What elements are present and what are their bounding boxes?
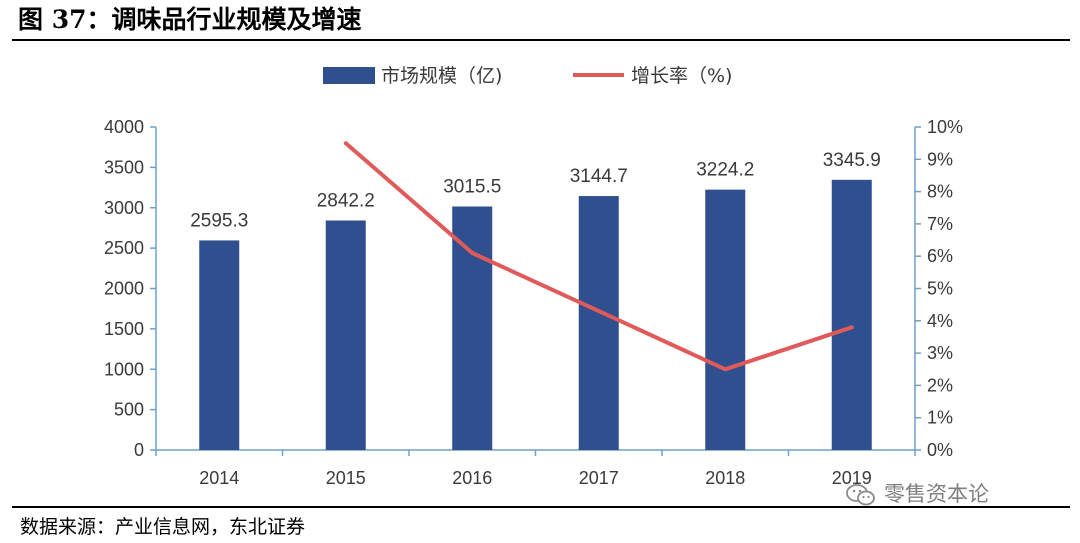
right-tick-label: 0%	[927, 440, 953, 460]
right-tick-label: 9%	[927, 149, 953, 169]
bar-value-label: 3015.5	[443, 176, 501, 197]
left-tick-label: 2000	[104, 279, 144, 299]
watermark: 零售资本论	[846, 478, 989, 508]
left-tick-label: 0	[134, 440, 144, 460]
left-tick-label: 4000	[104, 117, 144, 137]
right-tick-label: 5%	[927, 279, 953, 299]
bar-value-label: 2595.3	[190, 210, 248, 231]
right-tick-label: 10%	[927, 117, 963, 137]
source-note: 数据来源：产业信息网，东北证券	[20, 516, 306, 538]
bar	[325, 220, 366, 450]
x-tick-label: 2017	[579, 468, 619, 488]
legend-bar-swatch	[323, 67, 375, 84]
right-tick-label: 4%	[927, 311, 953, 331]
right-tick-label: 6%	[927, 246, 953, 266]
right-tick-label: 7%	[927, 214, 953, 234]
title-rule	[12, 39, 1070, 41]
legend-line-label: 增长率（%)	[631, 65, 732, 87]
x-tick-label: 2015	[326, 468, 366, 488]
watermark-text: 零售资本论	[884, 482, 989, 506]
bar-value-label: 3144.7	[570, 166, 628, 187]
legend-bar-label: 市场规模（亿)	[381, 65, 502, 87]
bar-value-label: 3224.2	[696, 160, 754, 181]
left-tick-label: 2500	[104, 238, 144, 258]
right-tick-label: 2%	[927, 375, 953, 395]
bar	[578, 196, 619, 450]
left-tick-label: 500	[114, 400, 144, 420]
left-tick-label: 3500	[104, 157, 144, 177]
bar	[452, 206, 493, 450]
x-tick-label: 2019	[832, 468, 872, 488]
x-tick-label: 2016	[452, 468, 492, 488]
figure-title: 图 37：调味品行业规模及增速	[18, 5, 362, 34]
bar-value-label: 3345.9	[823, 150, 881, 171]
bar	[831, 179, 872, 450]
left-tick-label: 1000	[104, 359, 144, 379]
right-tick-label: 1%	[927, 408, 953, 428]
wechat-icon	[846, 484, 875, 506]
right-tick-label: 3%	[927, 343, 953, 363]
bar-value-label: 2842.2	[317, 190, 375, 211]
bar	[705, 189, 746, 450]
growth-rate-line	[343, 141, 854, 372]
source-rule	[12, 506, 1070, 508]
x-tick-label: 2014	[199, 468, 239, 488]
right-tick-label: 8%	[927, 182, 953, 202]
left-tick-label: 3000	[104, 198, 144, 218]
x-tick-label: 2018	[705, 468, 745, 488]
bar	[199, 240, 240, 450]
left-tick-label: 1500	[104, 319, 144, 339]
